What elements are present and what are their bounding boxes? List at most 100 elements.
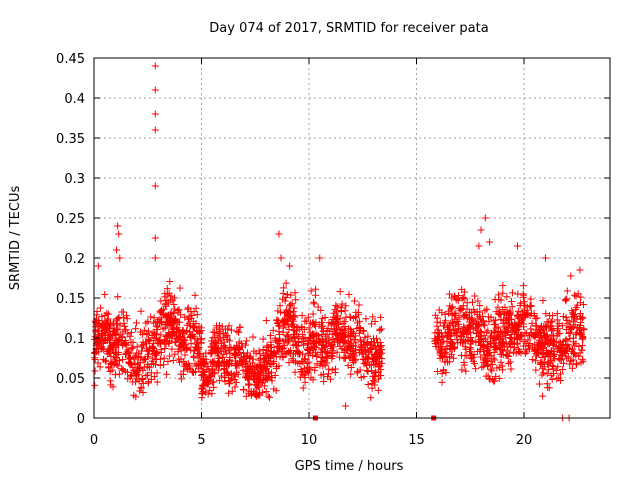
x-tick-label: 0: [90, 433, 98, 448]
data-point: [175, 358, 183, 366]
data-point: [498, 362, 506, 370]
data-point: [159, 325, 167, 333]
y-tick-label: 0: [77, 412, 85, 427]
data-point: [553, 310, 561, 318]
data-point: [332, 301, 340, 309]
data-point: [356, 366, 364, 374]
data-point: [276, 331, 284, 339]
data-point: [555, 339, 563, 347]
data-point: [527, 295, 535, 303]
data-point: [508, 289, 516, 297]
data-point: [335, 335, 343, 343]
data-point: [537, 360, 545, 368]
data-point: [446, 332, 454, 340]
data-point: [502, 318, 510, 326]
data-point: [507, 343, 515, 351]
data-point: [150, 373, 158, 381]
data-point: [305, 346, 313, 354]
data-point: [337, 330, 345, 338]
data-point: [120, 319, 128, 327]
data-point: [288, 300, 296, 308]
data-point: [562, 336, 570, 344]
data-point: [494, 303, 502, 311]
data-point: [291, 368, 299, 376]
data-point: [505, 359, 513, 367]
data-point: [101, 357, 109, 365]
x-tick-label: 20: [516, 433, 533, 448]
data-point: [328, 330, 336, 338]
data-point: [167, 310, 175, 318]
data-point: [105, 347, 113, 355]
data-point: [172, 339, 180, 347]
data-point: [369, 313, 377, 321]
data-point: [185, 320, 193, 328]
data-point: [169, 320, 177, 328]
data-point: [563, 326, 571, 334]
data-point: [112, 330, 120, 338]
data-point: [113, 360, 121, 368]
data-point: [461, 295, 469, 303]
data-point: [574, 290, 582, 298]
data-point: [279, 353, 287, 361]
data-point: [104, 331, 112, 339]
data-point: [283, 332, 291, 340]
data-point: [347, 370, 355, 378]
data-point: [139, 380, 147, 388]
data-point: [546, 312, 554, 320]
data-point: [518, 308, 526, 316]
data-point: [127, 338, 135, 346]
data-point: [114, 362, 122, 370]
data-point: [169, 356, 177, 364]
data-point: [263, 365, 271, 373]
data-point: [506, 334, 514, 342]
data-point: [516, 336, 524, 344]
y-tick-label: 0.3: [64, 172, 85, 187]
data-point: [579, 314, 587, 322]
data-point: [299, 384, 307, 392]
data-point: [187, 308, 195, 316]
data-point: [461, 352, 469, 360]
data-point: [537, 334, 545, 342]
data-point: [311, 363, 319, 371]
data-point: [103, 324, 111, 332]
data-point: [377, 313, 385, 321]
data-point: [142, 338, 150, 346]
data-point: [199, 384, 207, 392]
data-point: [160, 361, 168, 369]
data-point: [119, 328, 127, 336]
data-point: [514, 242, 522, 250]
data-point: [144, 371, 152, 379]
data-point: [188, 311, 196, 319]
data-point: [201, 368, 209, 376]
data-point: [457, 304, 465, 312]
data-point: [291, 313, 299, 321]
data-point: [367, 394, 375, 402]
data-point: [243, 337, 251, 345]
data-point: [364, 367, 372, 375]
data-point: [513, 340, 521, 348]
data-point: [503, 329, 511, 337]
data-point: [267, 343, 275, 351]
data-point: [262, 373, 270, 381]
data-point: [495, 374, 503, 382]
data-point: [94, 262, 102, 270]
data-point: [446, 353, 454, 361]
data-point: [214, 332, 222, 340]
data-point: [336, 342, 344, 350]
data-point: [476, 302, 484, 310]
data-point: [289, 317, 297, 325]
data-point: [340, 346, 348, 354]
data-point: [569, 349, 577, 357]
data-point: [180, 357, 188, 365]
data-point: [250, 362, 258, 370]
data-point: [201, 360, 209, 368]
data-point: [151, 62, 159, 70]
data-point: [222, 369, 230, 377]
data-point: [347, 337, 355, 345]
data-point: [123, 315, 131, 323]
data-point: [536, 360, 544, 368]
data-point: [367, 320, 375, 328]
data-point: [319, 327, 327, 335]
data-point: [450, 292, 458, 300]
data-point: [433, 337, 441, 345]
